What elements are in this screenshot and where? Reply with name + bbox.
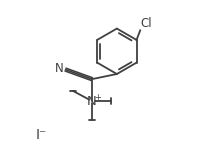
Text: N: N	[55, 62, 64, 75]
Text: N: N	[87, 95, 97, 108]
Text: +: +	[94, 92, 101, 102]
Text: Cl: Cl	[141, 17, 152, 30]
Text: I⁻: I⁻	[36, 128, 47, 142]
